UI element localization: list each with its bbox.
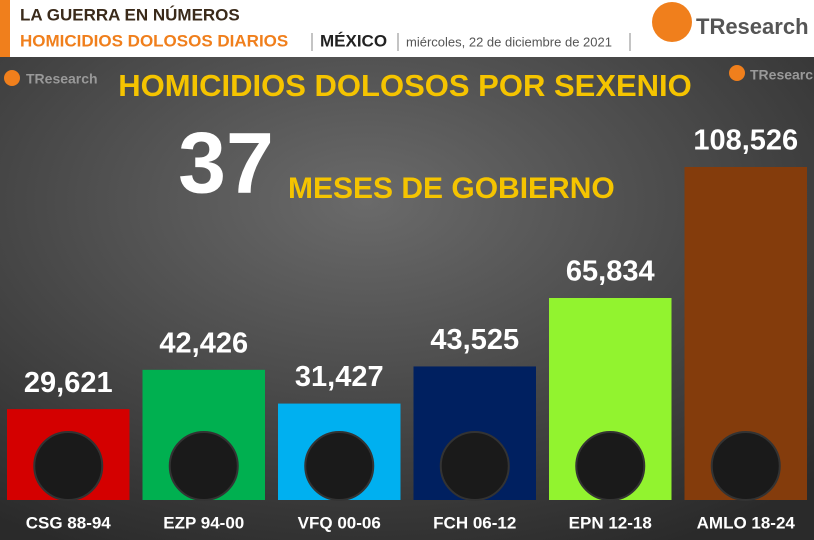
value-label: 65,834 [566, 256, 655, 288]
chart-background [0, 57, 814, 540]
months-label: MESES DE GOBIERNO [288, 172, 615, 205]
logo: TResearch [750, 67, 814, 83]
value-label: 43,525 [430, 324, 519, 356]
topic: HOMICIDIOS DOLOSOS DIARIOS [20, 31, 288, 50]
chart-title: HOMICIDIOS DOLOSOS POR SEXENIO [118, 68, 692, 103]
value-label: 42,426 [159, 327, 248, 359]
category-label: EZP 94-00 [163, 513, 244, 532]
header-accent [0, 0, 10, 57]
portrait [168, 431, 239, 501]
value-label: 108,526 [693, 125, 798, 157]
logo-icon [652, 2, 692, 42]
logo-icon [4, 70, 20, 86]
category-label: FCH 06-12 [433, 513, 516, 532]
portrait [33, 431, 104, 501]
value-label: 31,427 [295, 361, 384, 393]
category-label: CSG 88-94 [26, 513, 112, 532]
logo-icon [729, 65, 745, 81]
date: miércoles, 22 de diciembre de 2021 [406, 34, 612, 49]
logo: TResearch [696, 14, 809, 39]
months: 37 [178, 116, 274, 212]
place: MÉXICO [320, 31, 387, 50]
portrait [439, 431, 510, 501]
category-label: EPN 12-18 [569, 513, 652, 532]
portrait [304, 431, 375, 501]
portrait [575, 431, 646, 501]
category-label: VFQ 00-06 [298, 513, 381, 532]
logo: TResearch [26, 71, 98, 87]
kicker: LA GUERRA EN NÚMEROS [20, 5, 240, 24]
portrait [710, 431, 781, 501]
value-label: 29,621 [24, 367, 113, 399]
category-label: AMLO 18-24 [697, 513, 796, 532]
